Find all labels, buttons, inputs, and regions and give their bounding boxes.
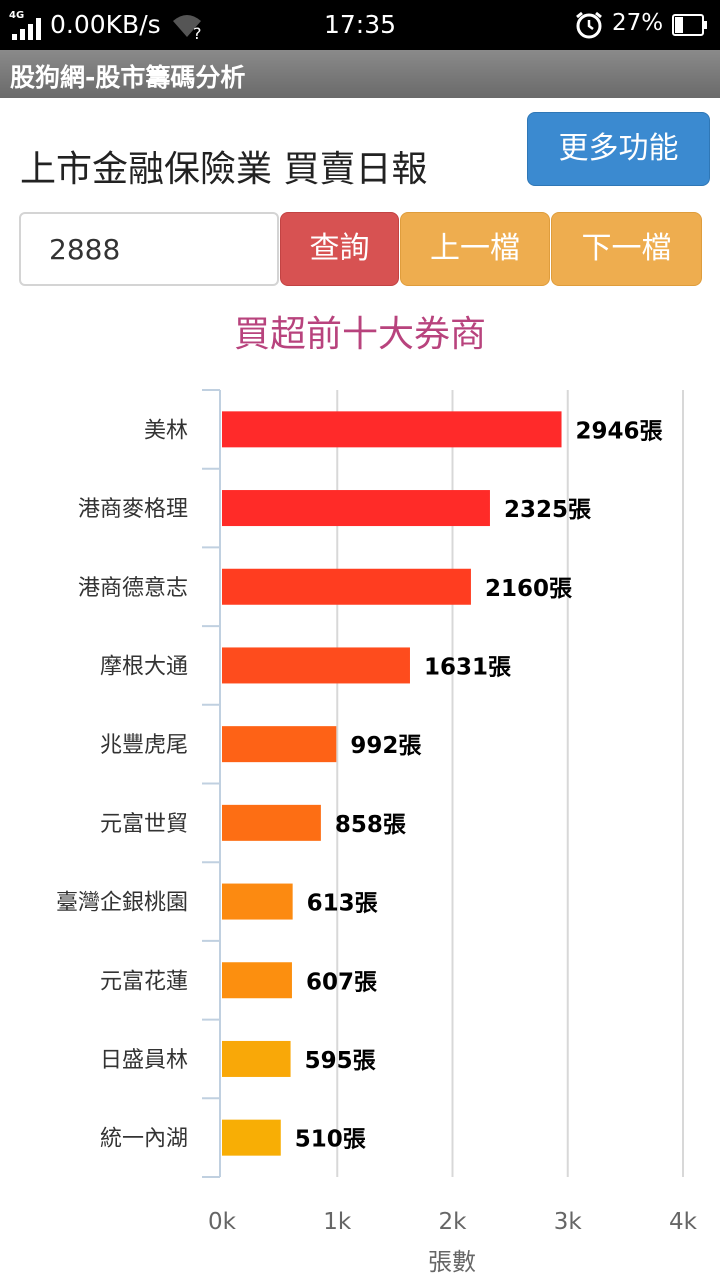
bar (222, 568, 471, 605)
bar (222, 411, 562, 448)
svg-text:?: ? (193, 24, 202, 40)
x-tick-label: 0k (208, 1209, 237, 1235)
page-title: 上市金融保險業 買賣日報 (20, 149, 428, 190)
clock: 17:35 (324, 10, 397, 39)
category-label: 美林 (144, 418, 188, 443)
category-label: 港商麥格理 (78, 497, 188, 522)
data-label: 858張 (335, 812, 407, 838)
data-label: 510張 (295, 1127, 367, 1153)
x-tick-label: 1k (323, 1209, 352, 1235)
query-button[interactable]: 查詢 (280, 212, 399, 286)
data-label: 1631張 (424, 654, 512, 680)
x-tick-label: 3k (554, 1209, 583, 1235)
bar (222, 1119, 281, 1156)
category-label: 元富花蓮 (100, 969, 188, 994)
bar (222, 1040, 291, 1077)
category-label: 臺灣企銀桃園 (56, 891, 188, 916)
bar (222, 883, 293, 920)
category-label: 元富世貿 (100, 812, 188, 837)
bar (222, 726, 337, 763)
more-features-button[interactable]: 更多功能 (527, 112, 710, 186)
category-label: 兆豐虎尾 (100, 733, 188, 758)
bar (222, 647, 410, 684)
chart-title: 買超前十大券商 (233, 314, 486, 355)
category-label: 統一內湖 (100, 1127, 188, 1152)
data-label: 595張 (305, 1048, 377, 1074)
alarm-icon (576, 11, 602, 39)
category-label: 港商德意志 (78, 576, 188, 601)
data-label: 2946張 (576, 418, 664, 444)
bar (222, 962, 292, 999)
next-stock-button[interactable]: 下一檔 (551, 212, 702, 286)
battery-icon (672, 14, 707, 36)
data-label: 613張 (307, 891, 379, 917)
category-label: 摩根大通 (100, 654, 188, 679)
signal-icon (12, 18, 44, 40)
bar (222, 490, 490, 527)
network-type: 4G (9, 10, 25, 21)
data-label: 992張 (350, 733, 422, 759)
app-title: 股狗網-股市籌碼分析 (10, 63, 246, 92)
wifi-icon: ? (173, 15, 202, 40)
bar (222, 804, 321, 841)
app-title-bar: 股狗網-股市籌碼分析 (0, 50, 720, 98)
category-label: 日盛員林 (100, 1048, 188, 1073)
data-label: 2160張 (485, 576, 573, 602)
data-label: 607張 (306, 969, 378, 995)
x-axis-title: 張數 (428, 1248, 476, 1276)
previous-stock-button[interactable]: 上一檔 (400, 212, 550, 286)
battery-percent: 27% (612, 10, 664, 36)
data-label: 2325張 (504, 497, 592, 523)
stock-code-input[interactable] (19, 212, 279, 286)
x-tick-label: 4k (669, 1209, 698, 1235)
network-speed: 0.00KB/s (50, 10, 161, 39)
status-bar: 4G 0.00KB/s ? 17:35 27% (0, 0, 720, 50)
x-tick-label: 2k (439, 1209, 468, 1235)
